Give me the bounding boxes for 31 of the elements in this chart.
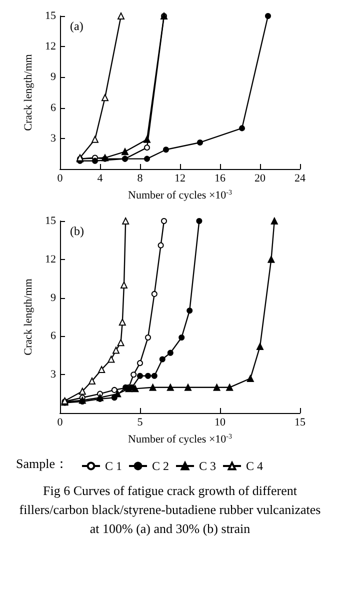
x-tick-label: 8 (137, 172, 144, 184)
annotation: (b) (70, 224, 84, 238)
x-tick-label: 16 (214, 172, 226, 184)
x-tick-label: 0 (57, 416, 64, 428)
y-tick-label: 9 (50, 71, 56, 84)
legend-label: C 4 (246, 459, 264, 473)
x-tick-label: 12 (174, 172, 186, 184)
caption: Fig 6 Curves of fatigue crack growth of different fillers/carbon black/styrene-butadiene rubber vulcanizates at 100% (a) and 30% (b) strain (18, 482, 322, 538)
y-axis-title: Crack length/mm (22, 54, 34, 131)
legend-label: C 1 (105, 459, 122, 473)
annotation: (a) (70, 19, 84, 33)
y-tick-label: 15 (45, 215, 56, 227)
y-tick-label: 12 (45, 40, 56, 53)
x-tick-label: 4 (97, 172, 104, 184)
y-tick-label: 3 (50, 132, 56, 144)
x-tick-label: 20 (254, 172, 266, 184)
x-tick-label: 10 (214, 416, 226, 428)
y-tick-label: 12 (45, 253, 56, 266)
x-tick-label: 5 (137, 416, 144, 428)
legend-label: C 3 (199, 459, 216, 473)
y-tick-label: 3 (50, 368, 56, 381)
y-tick-label: 15 (45, 10, 56, 22)
y-axis-title: Crack length/mm (22, 278, 34, 356)
y-tick-label: 6 (50, 330, 56, 342)
legend-title: Sample： (16, 456, 68, 471)
legend-label: C 2 (152, 459, 170, 473)
x-tick-label: 15 (294, 416, 306, 428)
x-tick-label: 0 (57, 172, 64, 184)
y-tick-label: 6 (50, 102, 56, 114)
x-tick-label: 24 (294, 172, 306, 184)
y-tick-label: 9 (50, 292, 56, 304)
